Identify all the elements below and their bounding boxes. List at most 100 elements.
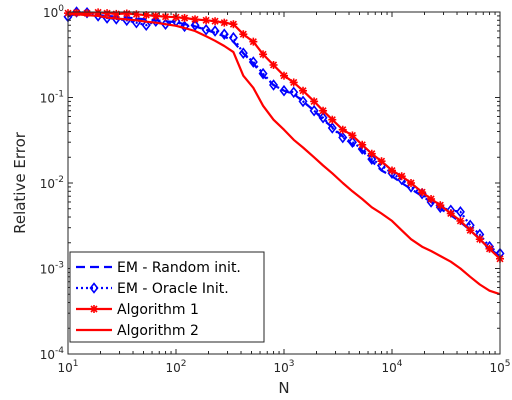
data-point-marker xyxy=(328,115,337,124)
data-point-marker xyxy=(427,194,436,203)
data-point-marker xyxy=(238,47,248,59)
data-point-marker xyxy=(122,9,131,18)
asterisk-stroke xyxy=(447,209,455,218)
asterisk-stroke xyxy=(319,107,327,115)
asterisk-stroke xyxy=(161,13,170,21)
data-point-marker xyxy=(455,206,465,218)
x-axis-title: N xyxy=(278,379,289,397)
legend-entry: EM - Oracle Init. xyxy=(76,281,229,297)
data-point-marker xyxy=(191,15,200,24)
legend-label: EM - Random init. xyxy=(117,260,241,276)
asterisk-stroke xyxy=(299,87,307,95)
data-point-marker xyxy=(202,16,211,25)
data-point-marker xyxy=(289,78,298,87)
asterisk-stroke xyxy=(269,61,278,69)
asterisk-stroke xyxy=(466,226,474,234)
asterisk-stroke xyxy=(407,179,415,187)
data-point-marker xyxy=(407,179,416,187)
legend-marker xyxy=(89,282,99,294)
asterisk-stroke xyxy=(476,235,484,243)
data-point-marker xyxy=(190,19,200,32)
asterisk-stroke xyxy=(152,12,160,20)
data-point-marker xyxy=(269,60,278,69)
data-point-marker xyxy=(228,31,238,44)
y-axis-title: Relative Error xyxy=(11,131,29,234)
asterisk-stroke xyxy=(310,97,318,105)
asterisk-stroke xyxy=(485,245,494,253)
asterisk-stroke xyxy=(180,14,189,22)
data-point-marker xyxy=(456,216,465,225)
data-point-marker xyxy=(280,71,288,80)
data-point-marker xyxy=(485,244,494,253)
data-point-marker xyxy=(338,125,347,134)
data-point-marker xyxy=(103,9,112,18)
data-point-marker xyxy=(220,18,229,27)
data-point-marker xyxy=(377,157,386,166)
asterisk-stroke xyxy=(249,38,257,46)
data-point-marker xyxy=(201,23,211,36)
legend: EM - Random init. EM - Oracle Init. Algori… xyxy=(69,251,265,343)
asterisk-stroke xyxy=(172,13,180,21)
data-point-marker xyxy=(367,153,377,165)
data-point-marker xyxy=(338,131,348,144)
legend-marker xyxy=(90,305,98,313)
data-point-marker xyxy=(397,172,406,181)
asterisk-stroke xyxy=(229,20,237,28)
y-tick-label: 10-3 xyxy=(40,261,64,277)
x-tick-label: 104 xyxy=(381,359,402,375)
data-point-marker xyxy=(418,188,427,197)
asterisk-stroke xyxy=(427,195,435,203)
x-tick-label: 102 xyxy=(165,359,186,375)
series-algorithm-1 xyxy=(64,8,504,263)
asterisk-stroke xyxy=(103,9,111,17)
legend-box xyxy=(69,251,265,343)
data-point-marker xyxy=(298,95,308,108)
asterisk-stroke xyxy=(339,126,347,134)
data-point-marker xyxy=(466,226,475,235)
data-point-marker xyxy=(269,79,279,91)
data-point-marker xyxy=(211,17,220,26)
data-point-marker xyxy=(180,14,189,23)
asterisk-stroke xyxy=(348,131,356,140)
y-tick-label: 100 xyxy=(43,4,64,20)
asterisk-stroke xyxy=(259,50,267,58)
data-point-marker xyxy=(141,19,151,32)
asterisk-stroke xyxy=(388,166,396,175)
data-point-marker xyxy=(475,235,484,244)
data-point-marker xyxy=(347,136,357,149)
ticks-layer xyxy=(67,12,500,355)
data-point-marker xyxy=(161,12,170,21)
series-line xyxy=(67,12,501,296)
series-layer xyxy=(63,6,505,296)
data-point-marker xyxy=(310,97,319,106)
data-point-marker xyxy=(132,10,141,19)
data-point-marker xyxy=(239,30,248,39)
data-point-marker xyxy=(348,131,357,140)
data-point-marker xyxy=(259,50,268,59)
asterisk-stroke xyxy=(202,16,210,24)
data-point-marker xyxy=(210,25,220,37)
y-tick-label: 10-2 xyxy=(40,175,64,191)
data-point-marker xyxy=(319,106,328,115)
data-point-marker xyxy=(436,201,445,210)
asterisk-stroke xyxy=(290,78,298,87)
asterisk-stroke xyxy=(377,157,386,165)
data-point-marker xyxy=(151,15,161,28)
asterisk-stroke xyxy=(211,17,219,25)
asterisk-stroke xyxy=(142,11,150,19)
data-point-marker xyxy=(219,28,229,41)
legend-entry: EM - Random init. xyxy=(76,260,241,276)
data-point-marker xyxy=(229,20,238,29)
x-tick-label: 103 xyxy=(273,359,294,375)
data-point-marker xyxy=(446,209,455,218)
asterisk-stroke xyxy=(358,141,366,149)
data-point-marker xyxy=(161,18,171,31)
asterisk-stroke xyxy=(239,30,247,38)
asterisk-stroke xyxy=(436,201,444,209)
asterisk-stroke xyxy=(90,305,98,313)
data-point-marker xyxy=(318,111,328,124)
legend-entry: Algorithm 2 xyxy=(76,323,199,339)
data-point-marker xyxy=(309,104,319,117)
asterisk-stroke xyxy=(398,172,406,180)
asterisk-stroke xyxy=(456,217,464,225)
